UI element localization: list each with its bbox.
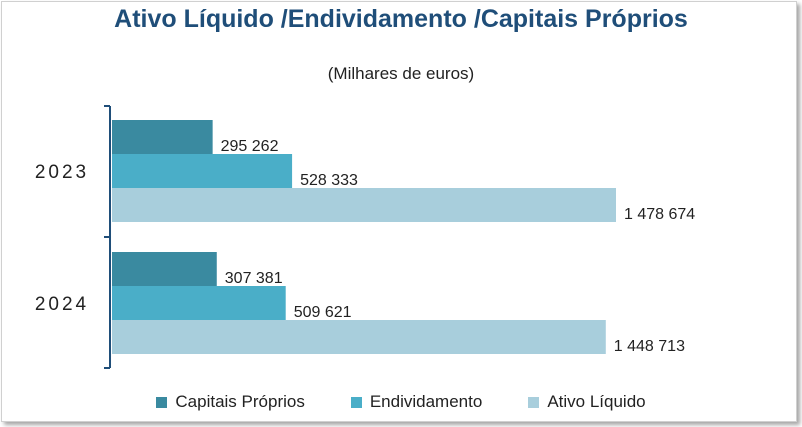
- legend-label: Endividamento: [369, 392, 483, 411]
- bar-endividamento-2023: [112, 154, 293, 188]
- legend-item: Capitais Próprios: [156, 392, 305, 412]
- legend-swatch: [350, 396, 362, 408]
- bar-capitais-próprios-2024: [112, 252, 217, 286]
- category-label-2023: 2023: [35, 162, 89, 183]
- legend-item: Ativo Líquido: [528, 392, 646, 412]
- chart-title: Ativo Líquido /Endividamento /Capitais P…: [114, 5, 688, 33]
- legend-swatch: [528, 396, 540, 408]
- chart-subtitle: (Milhares de euros): [327, 64, 475, 83]
- data-label: 509 621: [294, 304, 352, 321]
- bar-ativo-líquido-2023: [112, 188, 616, 222]
- bar-capitais-próprios-2023: [112, 120, 213, 154]
- data-label: 1 478 674: [624, 206, 695, 223]
- bar-ativo-líquido-2024: [112, 320, 606, 354]
- legend-item: Endividamento: [350, 392, 483, 412]
- data-label: 528 333: [300, 172, 358, 189]
- chart-legend: Capitais Próprios Endividamento Ativo Líqu…: [0, 389, 802, 415]
- category-label-2024: 2024: [35, 294, 89, 315]
- legend-label: Capitais Próprios: [175, 392, 305, 411]
- data-label: 295 262: [221, 138, 279, 155]
- data-label: 307 381: [225, 270, 283, 287]
- legend-label: Ativo Líquido: [547, 392, 646, 411]
- legend-swatch: [156, 396, 168, 408]
- data-label: 1 448 713: [614, 338, 685, 355]
- bar-endividamento-2024: [112, 286, 286, 320]
